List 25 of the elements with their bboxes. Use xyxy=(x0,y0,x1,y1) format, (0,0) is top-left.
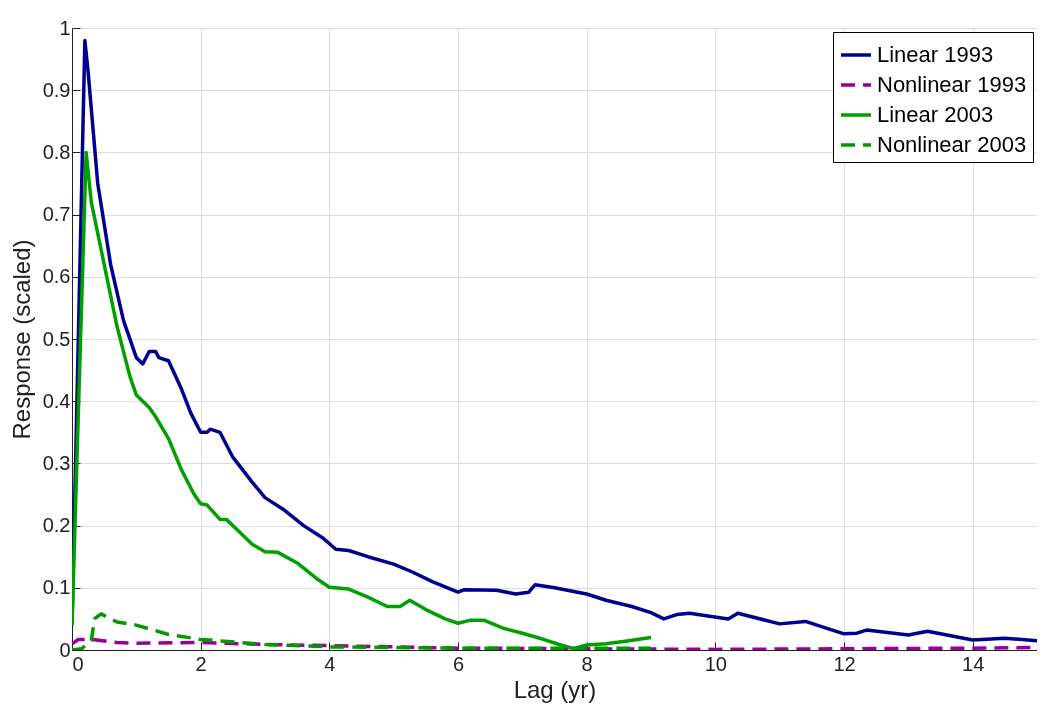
y-tick-label: 0.5 xyxy=(42,327,71,350)
x-tick-label: 10 xyxy=(704,652,727,675)
legend-label: Nonlinear 2003 xyxy=(877,132,1027,157)
y-axis-title: Response (scaled) xyxy=(7,239,35,440)
x-tick-label: 6 xyxy=(452,652,465,675)
x-axis-title: Lag (yr) xyxy=(513,675,597,703)
y-tick-label: 0.7 xyxy=(42,203,71,226)
x-tick-label: 12 xyxy=(833,652,856,675)
y-tick-label: 0.6 xyxy=(42,265,71,288)
legend-label: Nonlinear 1993 xyxy=(877,72,1027,97)
x-tick-label: 8 xyxy=(581,652,593,675)
y-tick-label: 0 xyxy=(59,638,71,661)
x-tick-label: 4 xyxy=(324,652,336,675)
y-tick-label: 0.4 xyxy=(42,389,71,412)
x-tick-label: 2 xyxy=(195,652,207,675)
y-tick-label: 0.2 xyxy=(42,514,71,537)
y-tick-label: 0.8 xyxy=(42,140,71,163)
y-tick-label: 1 xyxy=(59,16,71,39)
y-tick-label: 0.1 xyxy=(42,576,71,599)
legend-label: Linear 2003 xyxy=(877,102,994,127)
y-tick-label: 0.3 xyxy=(42,451,71,474)
legend-label: Linear 1993 xyxy=(877,42,994,67)
line-series xyxy=(72,150,653,650)
x-tick-label: 14 xyxy=(962,652,985,675)
y-tick-label: 0.9 xyxy=(42,78,71,101)
